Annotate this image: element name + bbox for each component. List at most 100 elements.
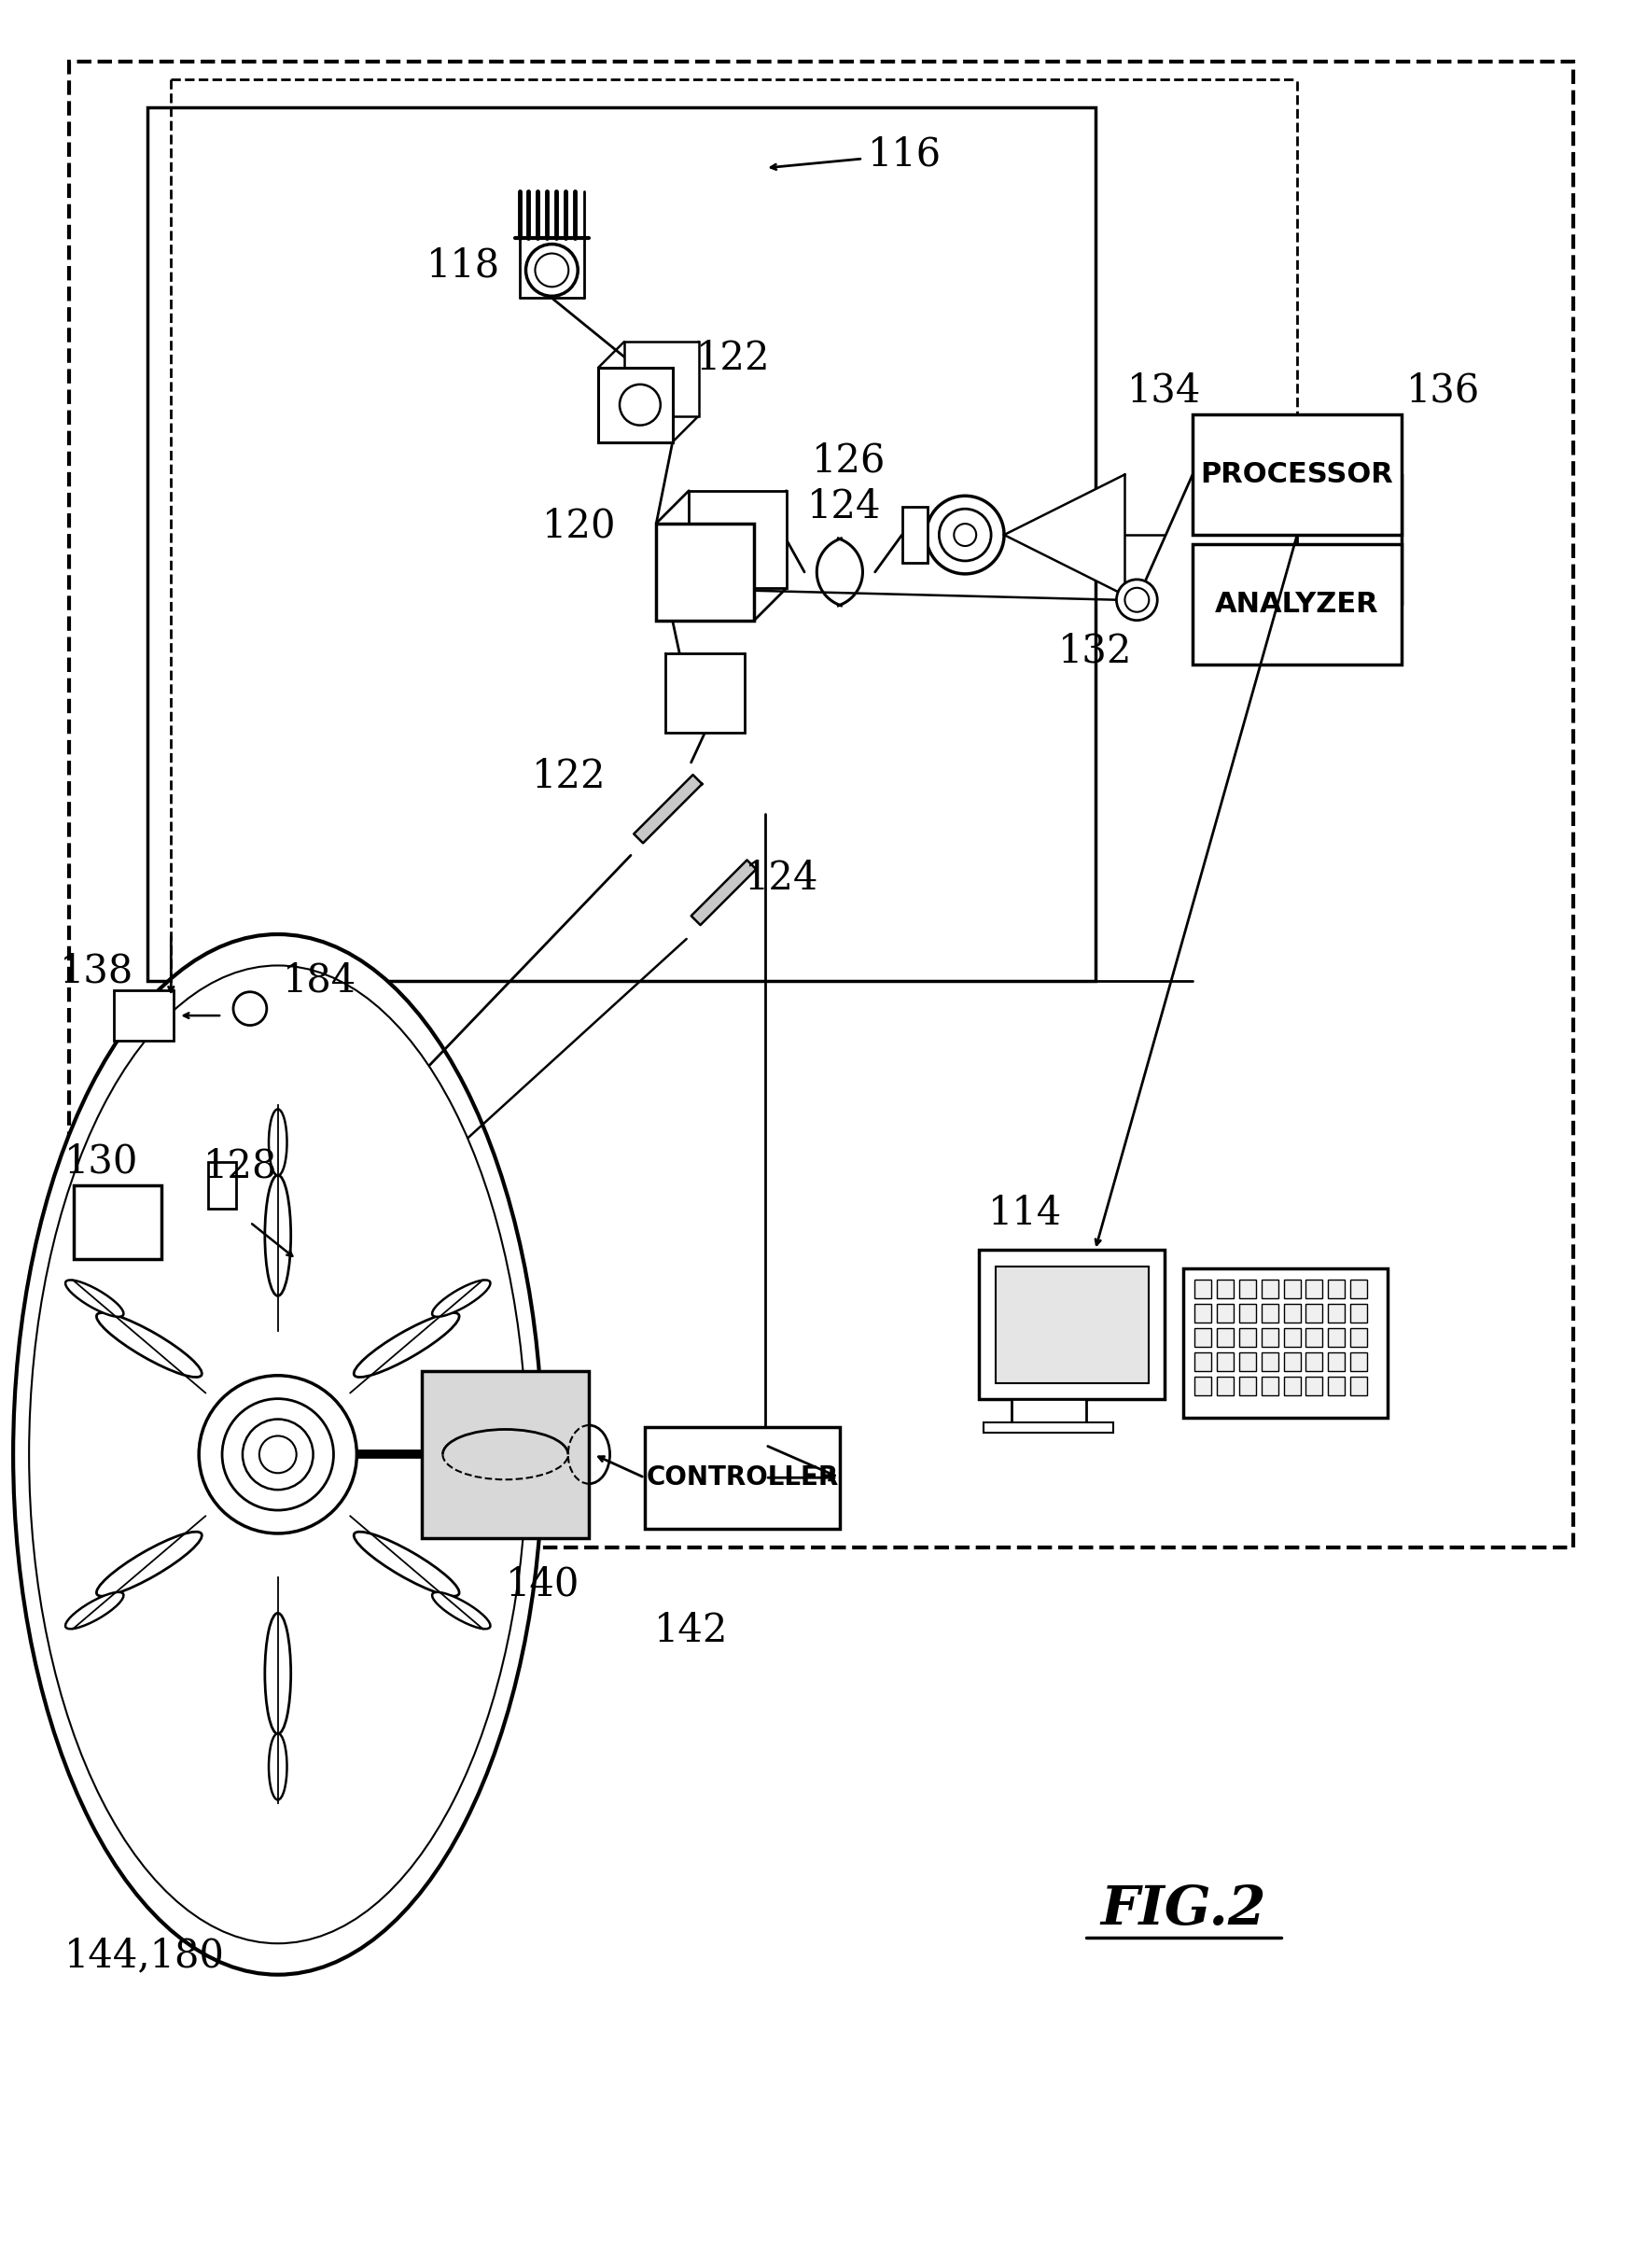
Text: 114: 114: [988, 1193, 1061, 1232]
Bar: [1239, 1279, 1256, 1297]
Bar: [1184, 1268, 1388, 1418]
Bar: [901, 508, 928, 562]
Bar: [1350, 1329, 1367, 1347]
Text: 126: 126: [812, 440, 887, 481]
Bar: [1217, 1377, 1233, 1395]
Bar: [1350, 1377, 1367, 1395]
Ellipse shape: [65, 1279, 124, 1318]
Text: FIG.2: FIG.2: [1101, 1882, 1266, 1937]
Circle shape: [526, 245, 578, 297]
Bar: [1194, 1377, 1212, 1395]
Bar: [1239, 1329, 1256, 1347]
Circle shape: [926, 497, 1004, 574]
Bar: [1239, 1304, 1256, 1322]
Bar: [1284, 1304, 1300, 1322]
Bar: [1350, 1304, 1367, 1322]
Bar: [73, 1186, 162, 1259]
Bar: [1306, 1329, 1323, 1347]
Text: 120: 120: [542, 506, 617, 544]
Bar: [983, 1422, 1114, 1433]
Text: 124: 124: [807, 488, 882, 526]
Ellipse shape: [354, 1313, 459, 1377]
Ellipse shape: [269, 1109, 287, 1175]
Bar: [1261, 1329, 1279, 1347]
Bar: [1239, 1352, 1256, 1370]
Text: 142: 142: [653, 1610, 728, 1651]
Text: 116: 116: [867, 134, 941, 175]
Text: 122: 122: [696, 338, 771, 379]
Ellipse shape: [354, 1531, 459, 1597]
Circle shape: [619, 383, 660, 426]
Bar: [1194, 1304, 1212, 1322]
Text: 138: 138: [60, 953, 134, 991]
Bar: [1261, 1377, 1279, 1395]
Bar: [1328, 1279, 1346, 1297]
Bar: [1217, 1304, 1233, 1322]
Bar: [1261, 1279, 1279, 1297]
Text: 128: 128: [204, 1148, 278, 1186]
Text: 122: 122: [531, 758, 606, 796]
Bar: [980, 1250, 1164, 1399]
Bar: [1284, 1279, 1300, 1297]
Bar: [624, 342, 699, 415]
Bar: [996, 1268, 1150, 1383]
Bar: [1194, 1279, 1212, 1297]
Bar: [1217, 1329, 1233, 1347]
Bar: [149, 107, 1096, 980]
Ellipse shape: [269, 1733, 287, 1801]
Circle shape: [234, 991, 266, 1025]
Circle shape: [199, 1374, 356, 1533]
Bar: [69, 61, 1573, 1547]
Ellipse shape: [265, 1613, 291, 1733]
Bar: [1306, 1352, 1323, 1370]
Polygon shape: [634, 776, 702, 844]
Text: 132: 132: [1058, 631, 1132, 671]
Circle shape: [260, 1436, 297, 1472]
Bar: [1328, 1377, 1346, 1395]
Bar: [689, 490, 787, 587]
Bar: [1284, 1329, 1300, 1347]
Circle shape: [1117, 578, 1158, 621]
Bar: [1239, 1377, 1256, 1395]
Ellipse shape: [96, 1531, 202, 1597]
Circle shape: [222, 1399, 333, 1510]
Bar: [1306, 1304, 1323, 1322]
Bar: [1306, 1279, 1323, 1297]
Bar: [1284, 1352, 1300, 1370]
Bar: [1261, 1352, 1279, 1370]
Ellipse shape: [13, 934, 542, 1975]
Bar: [1194, 1329, 1212, 1347]
Polygon shape: [691, 860, 756, 925]
Bar: [1328, 1329, 1346, 1347]
Ellipse shape: [65, 1592, 124, 1628]
Bar: [1350, 1279, 1367, 1297]
Bar: [1306, 1377, 1323, 1395]
Circle shape: [939, 508, 991, 560]
Text: 134: 134: [1128, 372, 1202, 411]
Circle shape: [243, 1420, 314, 1490]
Text: ANALYZER: ANALYZER: [1215, 592, 1378, 619]
Bar: [1192, 415, 1401, 535]
Bar: [1194, 1352, 1212, 1370]
Bar: [1011, 1399, 1086, 1422]
Ellipse shape: [96, 1313, 202, 1377]
Bar: [1261, 1304, 1279, 1322]
Bar: [207, 1161, 237, 1209]
Bar: [1328, 1352, 1346, 1370]
Bar: [1217, 1279, 1233, 1297]
Ellipse shape: [265, 1175, 291, 1295]
Bar: [1192, 544, 1401, 665]
Bar: [1328, 1304, 1346, 1322]
Bar: [1217, 1352, 1233, 1370]
Bar: [645, 1427, 839, 1529]
Text: 144,180: 144,180: [64, 1937, 225, 1975]
Text: PROCESSOR: PROCESSOR: [1200, 460, 1393, 488]
Ellipse shape: [433, 1592, 490, 1628]
Text: 118: 118: [426, 245, 500, 286]
Circle shape: [536, 254, 568, 286]
Ellipse shape: [29, 966, 527, 1944]
Bar: [666, 653, 745, 733]
Text: 130: 130: [64, 1143, 139, 1182]
Circle shape: [954, 524, 977, 547]
Bar: [598, 367, 673, 442]
